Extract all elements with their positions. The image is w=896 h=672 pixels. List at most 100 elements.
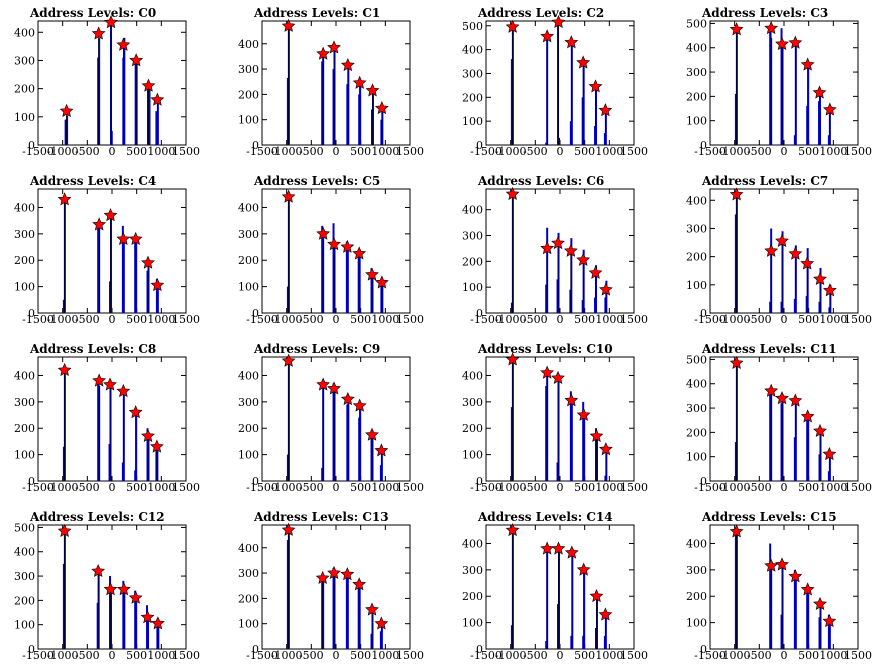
panel-title: Address Levels: C7 bbox=[701, 174, 828, 188]
x-tick-label: -500 bbox=[747, 145, 772, 158]
x-tick-label: -1500 bbox=[470, 649, 502, 662]
peak-star-marker bbox=[340, 567, 355, 581]
plot-frame bbox=[709, 20, 859, 146]
y-tick-label: 400 bbox=[686, 537, 707, 550]
panel-c9: Address Levels: C9 0 100 200 300 400 -1500-100… bbox=[238, 342, 424, 494]
peak-star-marker bbox=[352, 398, 367, 412]
peak-star-marker bbox=[788, 393, 803, 407]
y-tick-label: 0 bbox=[476, 307, 483, 320]
peak-star-marker bbox=[128, 405, 143, 419]
peak-star-marker bbox=[764, 383, 779, 397]
y-tick-label: 200 bbox=[462, 422, 483, 435]
x-tick-label: -1000 bbox=[719, 145, 751, 158]
peak-star-marker bbox=[141, 255, 155, 269]
y-tick-label: 200 bbox=[686, 251, 707, 264]
y-tick-label: 0 bbox=[252, 139, 259, 152]
x-tick-label: -1000 bbox=[719, 313, 751, 326]
x-tick-label: -1500 bbox=[694, 481, 726, 494]
panel-c10: Address Levels: C10 0 100 200 300 400 -1500-10… bbox=[462, 342, 648, 494]
peak-star-marker bbox=[340, 239, 355, 253]
x-tick-label: -1500 bbox=[22, 481, 54, 494]
x-tick-label: 1000 bbox=[371, 145, 399, 158]
x-tick-label: -500 bbox=[523, 649, 548, 662]
peak-star-marker bbox=[316, 377, 331, 391]
x-tick-label: 0 bbox=[333, 145, 340, 158]
peak-star-marker bbox=[564, 545, 579, 559]
peak-star-marker bbox=[59, 103, 74, 118]
panel-c8: Address Levels: C8 0 100 200 300 400 -1500-100… bbox=[14, 342, 200, 494]
x-tick-label: 1500 bbox=[620, 145, 648, 158]
y-tick-label: 300 bbox=[238, 63, 259, 76]
peak-star-marker bbox=[551, 541, 566, 555]
x-tick-label: 500 bbox=[350, 145, 371, 158]
x-tick-label: -500 bbox=[299, 481, 324, 494]
plot-frame bbox=[709, 524, 859, 650]
y-tick-label: 200 bbox=[14, 594, 35, 607]
y-tick-label: 400 bbox=[462, 44, 483, 57]
panel-title: Address Levels: C11 bbox=[701, 342, 837, 356]
y-tick-label: 400 bbox=[238, 38, 259, 51]
peak-star-marker bbox=[116, 37, 131, 51]
y-tick-label: 0 bbox=[252, 643, 259, 656]
peak-star-marker bbox=[327, 40, 341, 54]
x-tick-label: 0 bbox=[557, 649, 564, 662]
peak-star-marker bbox=[150, 616, 165, 630]
panel-c4: Address Levels: C4 0 100 200 300 400 -1500-100… bbox=[14, 174, 200, 326]
x-tick-label: 1000 bbox=[371, 649, 399, 662]
y-tick-label: 100 bbox=[686, 279, 707, 292]
peak-star-marker bbox=[365, 602, 379, 616]
x-tick-label: -1500 bbox=[246, 145, 278, 158]
x-tick-label: -500 bbox=[747, 481, 772, 494]
peak-star-marker bbox=[576, 252, 591, 266]
peak-star-marker bbox=[92, 373, 107, 387]
peak-star-marker bbox=[281, 522, 296, 536]
peak-star-marker bbox=[800, 409, 815, 423]
plot-frame bbox=[37, 356, 187, 482]
x-tick-label: 1000 bbox=[595, 145, 623, 158]
y-tick-label: 100 bbox=[238, 114, 259, 127]
y-tick-label: 200 bbox=[238, 422, 259, 435]
plot-frame bbox=[485, 20, 635, 146]
y-tick-label: 200 bbox=[462, 91, 483, 104]
peak-star-marker bbox=[327, 381, 341, 395]
x-tick-label: -1500 bbox=[470, 481, 502, 494]
peak-star-marker bbox=[813, 271, 827, 286]
y-tick-label: 400 bbox=[14, 369, 35, 382]
peak-star-marker bbox=[103, 208, 118, 222]
panel-title: Address Levels: C6 bbox=[477, 174, 604, 188]
plot-frame bbox=[261, 524, 411, 650]
y-tick-label: 300 bbox=[462, 230, 483, 243]
x-tick-label: 1000 bbox=[147, 145, 175, 158]
y-tick-label: 500 bbox=[14, 521, 35, 534]
panel-title: Address Levels: C15 bbox=[701, 510, 837, 524]
y-tick-label: 400 bbox=[686, 42, 707, 55]
x-tick-label: -1000 bbox=[47, 145, 79, 158]
panel-title: Address Levels: C9 bbox=[253, 342, 380, 356]
x-tick-label: 1500 bbox=[172, 481, 200, 494]
x-tick-label: 0 bbox=[333, 313, 340, 326]
peak-star-marker bbox=[813, 596, 827, 611]
y-tick-label: 300 bbox=[238, 396, 259, 409]
peak-star-marker bbox=[315, 570, 330, 585]
y-tick-label: 400 bbox=[462, 537, 483, 550]
x-tick-label: 0 bbox=[781, 649, 788, 662]
peak-star-marker bbox=[576, 407, 591, 421]
y-tick-label: 400 bbox=[462, 204, 483, 217]
x-tick-label: -1000 bbox=[495, 145, 527, 158]
peak-star-marker bbox=[764, 558, 779, 572]
x-tick-label: 1000 bbox=[819, 481, 847, 494]
x-tick-label: -1000 bbox=[47, 649, 79, 662]
peak-star-marker bbox=[92, 217, 107, 231]
y-tick-label: 500 bbox=[686, 353, 707, 366]
y-tick-label: 400 bbox=[14, 546, 35, 559]
x-tick-label: 1000 bbox=[595, 313, 623, 326]
peak-star-marker bbox=[340, 58, 355, 72]
x-tick-label: 1000 bbox=[819, 649, 847, 662]
y-tick-label: 300 bbox=[686, 564, 707, 577]
x-tick-label: 0 bbox=[557, 481, 564, 494]
peak-star-marker bbox=[764, 243, 779, 257]
y-tick-label: 400 bbox=[14, 201, 35, 214]
x-tick-label: 1000 bbox=[147, 649, 175, 662]
peak-star-marker bbox=[91, 563, 106, 578]
y-tick-label: 300 bbox=[14, 54, 35, 67]
